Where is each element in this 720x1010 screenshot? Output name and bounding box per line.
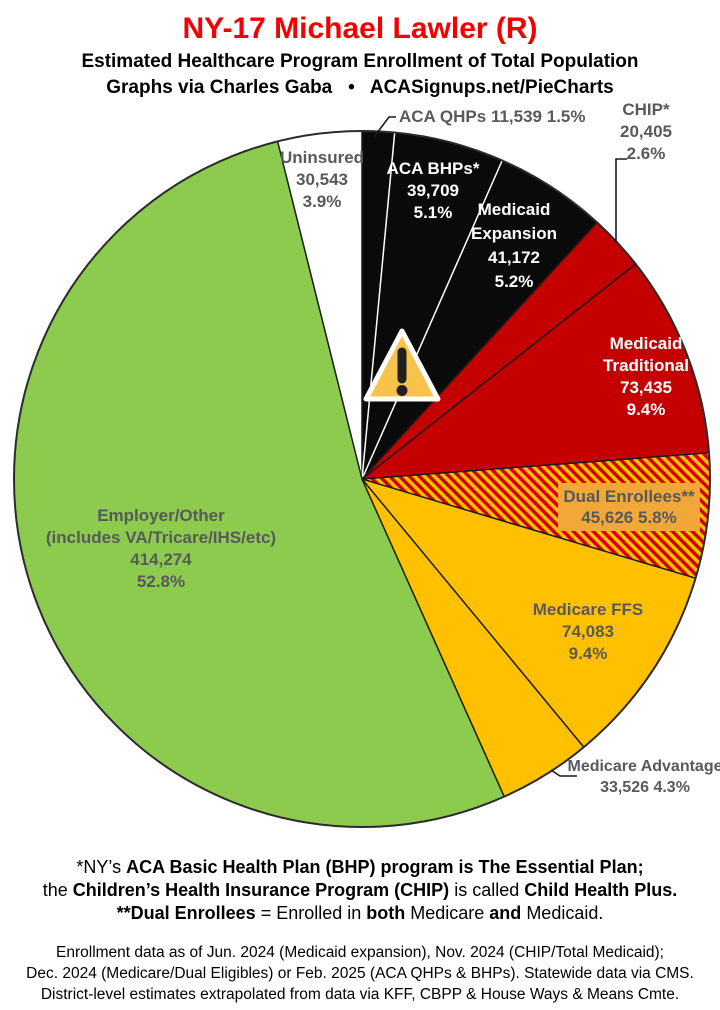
leader-line-aca-qhps	[373, 116, 396, 138]
pie-slice-borders	[276, 131, 710, 797]
label-medicare-advantage: Medicare Advantage 33,526 4.3%	[567, 758, 720, 796]
footnote-line-2: the Children’s Health Insurance Program …	[42, 880, 678, 900]
label-chip: CHIP* 20,405 2.6%	[620, 100, 672, 163]
slice-border	[361, 452, 710, 480]
pie-outline	[13, 130, 711, 828]
label-aca-qhps: ACA QHPs 11,539 1.5%	[399, 107, 586, 126]
data-source-block: Enrollment data as of Jun. 2024 (Medicai…	[0, 942, 720, 1005]
subtitle-enrollment: Estimated Healthcare Program Enrollment …	[81, 51, 639, 72]
label-dual-enrollees: Dual Enrollees** 45,626 5.8%	[558, 483, 700, 531]
pie-slice-employer-other	[13, 141, 505, 828]
pie-slice-medicare-ffs	[362, 479, 696, 748]
slice-border	[361, 478, 696, 579]
slice-border	[361, 478, 585, 748]
footnote-block: *NY’s ACA Basic Health Plan (BHP) progra…	[0, 856, 720, 925]
warning-triangle-icon	[363, 328, 441, 402]
label-medicaid-expansion: Medicaid Expansion 41,172 5.2%	[471, 200, 557, 291]
source-line-1: Enrollment data as of Jun. 2024 (Medicai…	[56, 944, 664, 961]
label-aca-bhps: ACA BHPs* 39,709 5.1%	[386, 159, 480, 222]
label-uninsured: Uninsured 30,543 3.9%	[279, 148, 365, 211]
slice-border	[361, 132, 396, 480]
label-medicaid-traditional: Medicaid Traditional 73,435 9.4%	[603, 334, 689, 419]
pie-slice-chip	[362, 222, 636, 480]
page-title: NY-17 Michael Lawler (R)	[182, 12, 538, 45]
slice-border	[276, 141, 363, 480]
leader-line-medicare-advantage	[550, 769, 577, 777]
footnote-line-3: **Dual Enrollees = Enrolled in both Medi…	[116, 903, 604, 923]
label-medicare-ffs: Medicare FFS 74,083 9.4%	[532, 600, 644, 663]
leader-line-chip	[615, 158, 627, 243]
subtitle-attribution: Graphs via Charles Gaba • ACASignups.net…	[106, 77, 614, 98]
label-employer-other: Employer/Other (includes VA/Tricare/IHS/…	[45, 506, 277, 591]
slice-border	[361, 478, 505, 797]
slice-border	[361, 263, 637, 480]
source-line-2: Dec. 2024 (Medicare/Dual Eligibles) or F…	[26, 965, 694, 982]
slice-border	[361, 221, 598, 480]
source-line-3: District-level estimates extrapolated fr…	[40, 986, 680, 1003]
pie-slice-medicare-advantage	[362, 479, 584, 797]
slice-border	[361, 160, 503, 480]
pie-slice-medicaid-traditional	[362, 264, 709, 479]
footnote-line-1: *NY’s ACA Basic Health Plan (BHP) progra…	[76, 857, 644, 877]
pie-slices	[13, 130, 710, 828]
